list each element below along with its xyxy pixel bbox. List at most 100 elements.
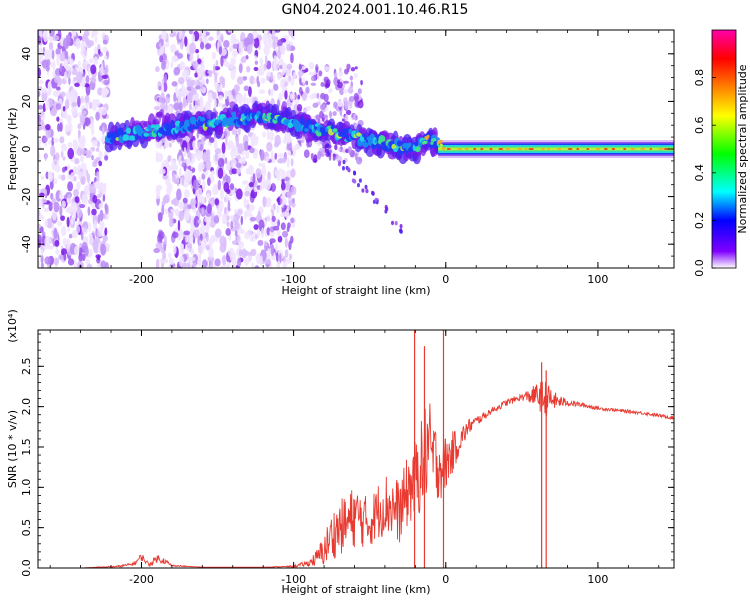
noise-speckle [298, 63, 302, 71]
noise-speckle [91, 78, 97, 84]
steady-band-layer [438, 147, 674, 151]
noise-speckle [291, 148, 297, 152]
tail-speckle [324, 148, 328, 154]
noise-speckle [220, 48, 227, 56]
noise-speckle [186, 242, 193, 249]
noise-speckle [218, 45, 222, 55]
colorbar-tick-label: 0.0 [693, 259, 706, 277]
noise-speckle [223, 182, 230, 193]
noise-speckle [102, 46, 108, 53]
noise-speckle [90, 32, 95, 39]
noise-speckle [269, 238, 276, 244]
noise-speckle [292, 197, 295, 204]
track-core [106, 131, 112, 139]
noise-speckle [273, 59, 280, 71]
noise-speckle [91, 208, 97, 216]
noise-speckle [62, 113, 69, 119]
noise-speckle [276, 170, 281, 181]
noise-speckle [287, 135, 291, 144]
noise-speckle [250, 248, 257, 257]
noise-speckle [87, 248, 93, 258]
track-core [414, 141, 419, 147]
noise-speckle [163, 194, 170, 204]
noise-speckle [266, 141, 273, 152]
noise-speckle [221, 255, 227, 266]
noise-speckle [71, 229, 79, 239]
noise-speckle [53, 74, 61, 84]
noise-speckle [338, 147, 341, 152]
noise-speckle [205, 244, 210, 251]
noise-speckle [88, 58, 94, 64]
noise-speckle [192, 60, 199, 70]
noise-speckle [38, 90, 41, 97]
track-halo [324, 133, 333, 141]
noise-speckle [220, 188, 224, 201]
noise-speckle [231, 168, 238, 175]
noise-speckle [243, 92, 247, 103]
noise-speckle [153, 105, 161, 111]
track-core [300, 116, 305, 125]
noise-speckle [350, 67, 356, 72]
noise-speckle [71, 104, 78, 117]
noise-speckle [173, 102, 181, 111]
noise-speckle [173, 66, 181, 76]
track-core [143, 132, 150, 137]
noise-speckle [207, 92, 213, 98]
noise-speckle [63, 253, 67, 261]
noise-speckle [198, 176, 202, 184]
noise-speckle [73, 76, 77, 82]
noise-speckle [97, 214, 101, 224]
noise-speckle [284, 176, 290, 182]
noise-speckle [50, 109, 57, 116]
noise-speckle [295, 143, 301, 150]
noise-speckle [161, 60, 166, 66]
noise-speckle [286, 63, 293, 70]
steady-band-peak [649, 148, 653, 150]
noise-speckle [332, 111, 337, 117]
noise-speckle [333, 77, 339, 86]
tail-speckle [358, 178, 362, 183]
noise-speckle [48, 201, 53, 212]
noise-speckle [354, 66, 358, 70]
noise-speckle [88, 123, 95, 129]
noise-speckle [198, 195, 205, 204]
noise-speckle [256, 229, 261, 238]
noise-speckle [344, 100, 349, 110]
noise-speckle [69, 58, 74, 66]
noise-speckle [38, 47, 43, 53]
noise-speckle [40, 255, 44, 264]
noise-speckle [236, 167, 241, 175]
noise-speckle [181, 156, 184, 162]
track-knot [430, 141, 434, 145]
noise-speckle [259, 57, 264, 65]
noise-speckle [320, 103, 326, 111]
noise-speckle [84, 117, 91, 127]
noise-speckle [259, 149, 265, 161]
spectrogram-x-tick-label: 100 [587, 273, 608, 286]
noise-speckle [308, 72, 315, 76]
noise-speckle [190, 198, 197, 206]
noise-speckle [94, 46, 98, 55]
noise-speckle [251, 262, 255, 268]
noise-speckle [174, 55, 178, 62]
noise-speckle [41, 114, 46, 121]
noise-speckle [53, 177, 58, 185]
noise-speckle [305, 86, 310, 94]
noise-speckle [280, 169, 286, 180]
noise-speckle [232, 43, 240, 49]
noise-speckle [267, 171, 271, 182]
noise-speckle [248, 204, 255, 212]
noise-speckle [38, 260, 41, 268]
noise-speckle [70, 66, 74, 73]
noise-speckle [255, 168, 262, 179]
noise-speckle [278, 168, 282, 173]
noise-speckle [82, 33, 88, 40]
noise-speckle [171, 81, 178, 87]
noise-speckle [156, 152, 164, 163]
noise-speckle [219, 243, 227, 253]
steady-band-peak [480, 148, 484, 150]
noise-speckle [197, 67, 204, 79]
noise-speckle [297, 70, 304, 77]
noise-speckle [235, 188, 243, 200]
